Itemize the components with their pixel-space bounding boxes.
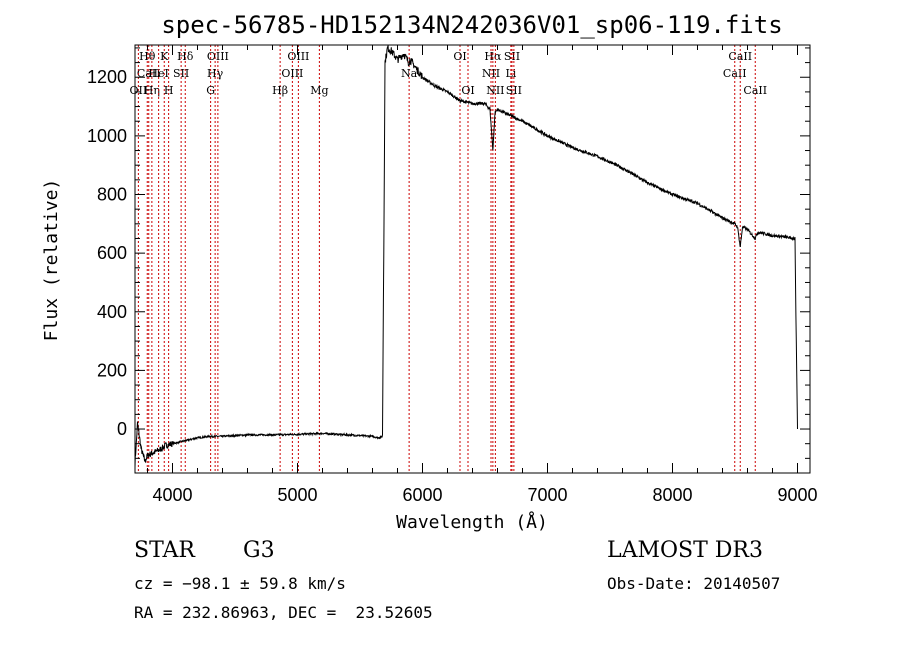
- line-marker-label: SII: [504, 50, 520, 63]
- x-tick-label: 6000: [402, 485, 442, 505]
- x-tick-label: 9000: [777, 485, 817, 505]
- coordinates: RA = 232.86963, DEC = 23.52605: [134, 603, 433, 622]
- line-marker-label: Hη: [144, 84, 160, 97]
- line-marker-label: Hβ: [272, 84, 288, 97]
- x-tick-label: 5000: [277, 485, 317, 505]
- line-marker-label: K: [160, 50, 169, 63]
- object-subclass: G3: [243, 538, 275, 563]
- line-marker-label: OI: [461, 84, 474, 97]
- line-marker-label: NII: [482, 67, 500, 80]
- y-tick-label: 1200: [87, 67, 127, 87]
- line-marker-label: H: [164, 84, 174, 97]
- line-marker-label: Na: [401, 67, 418, 80]
- y-tick-label: 400: [97, 302, 127, 322]
- line-marker-label: OII: [130, 84, 148, 97]
- chart-title: spec-56785-HD152134N242036V01_sp06-119.f…: [161, 11, 782, 39]
- line-marker-label: OI: [453, 50, 466, 63]
- y-tick-label: 200: [97, 360, 127, 380]
- x-tick-label: 8000: [652, 485, 692, 505]
- x-axis-label: Wavelength (Å): [396, 511, 548, 533]
- spectrum-line: [134, 45, 798, 468]
- y-tick-label: 600: [97, 243, 127, 263]
- line-marker-label: CaII: [728, 50, 752, 63]
- line-marker-label: Hα: [484, 50, 502, 63]
- line-marker-label: CaII: [743, 84, 767, 97]
- plot-frame: [134, 44, 811, 474]
- y-tick-label: 800: [97, 185, 127, 205]
- line-marker-label: Hθ: [139, 50, 156, 63]
- x-tick-label: 7000: [527, 485, 567, 505]
- line-marker-label: SII: [506, 84, 522, 97]
- survey-name: LAMOST DR3: [607, 538, 763, 563]
- x-tick-label: 4000: [152, 485, 192, 505]
- y-axis-label: Flux (relative): [41, 179, 62, 342]
- line-marker-label: OIII: [281, 67, 303, 80]
- line-marker-label: Li: [505, 67, 516, 80]
- line-marker-label: Hδ: [177, 50, 194, 63]
- line-marker-label: CaII: [723, 67, 747, 80]
- line-marker-label: Mg: [310, 84, 328, 97]
- axes: 4000 5000 6000 7000 8000 9000 0 200 400 600 800 100…: [87, 45, 818, 505]
- line-marker-label: G: [206, 84, 215, 97]
- line-marker-label: Hγ: [207, 67, 224, 80]
- line-marker-label: SII: [173, 67, 189, 80]
- y-tick-label: 0: [117, 419, 127, 439]
- redshift-readout: cz = −98.1 ± 59.8 km/s: [134, 574, 346, 593]
- object-class: STAR: [134, 538, 195, 563]
- line-marker-label: HeI: [148, 67, 168, 80]
- obs-date: Obs-Date: 20140507: [607, 574, 781, 593]
- line-marker-label: OIII: [207, 50, 229, 63]
- line-marker-label: NII: [486, 84, 504, 97]
- y-tick-label: 1000: [87, 126, 127, 146]
- line-marker-label: OIII: [287, 50, 309, 63]
